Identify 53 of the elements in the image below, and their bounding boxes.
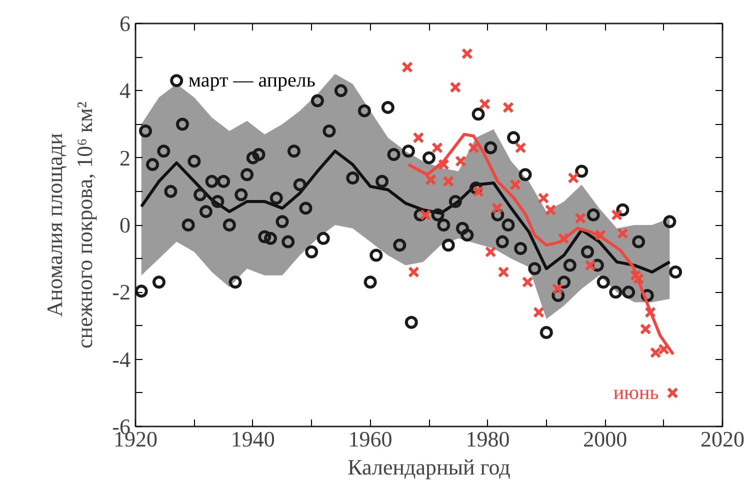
- point: [442, 176, 454, 188]
- x-tick-label: 1980: [466, 426, 510, 452]
- x-tick-label: 1940: [230, 426, 275, 452]
- line-series: [406, 132, 675, 356]
- x-tick-label: 1960: [348, 426, 392, 452]
- point: [574, 212, 586, 224]
- point: [468, 142, 480, 154]
- point: [568, 172, 580, 184]
- point: [533, 306, 545, 318]
- line-series: [140, 150, 672, 274]
- point: [644, 306, 656, 318]
- point: [461, 48, 473, 60]
- point: [640, 323, 652, 335]
- series-label: март — апрель: [188, 70, 316, 92]
- point: [425, 174, 437, 186]
- point: [632, 272, 644, 284]
- point: [502, 102, 514, 114]
- point: [594, 229, 606, 241]
- point: [491, 202, 503, 214]
- point: [479, 98, 491, 110]
- point: [472, 186, 484, 198]
- x-tick-label: 2020: [700, 426, 744, 452]
- point: [611, 209, 623, 221]
- point: [431, 142, 443, 154]
- point: [544, 204, 556, 216]
- point: [454, 155, 466, 167]
- point: [514, 142, 526, 154]
- y-tick-label: 6: [120, 11, 130, 36]
- point: [584, 260, 596, 272]
- point: [450, 82, 462, 94]
- y-tick-label: 2: [120, 145, 130, 170]
- point: [510, 178, 522, 190]
- series-label: июнь: [613, 382, 659, 404]
- point: [408, 266, 420, 278]
- point: [412, 132, 424, 144]
- point: [438, 158, 450, 170]
- x-axis-title: Календарный год: [348, 454, 510, 480]
- point: [420, 209, 432, 221]
- y-tick-label: 4: [120, 78, 130, 104]
- point: [402, 61, 414, 73]
- y-tick-label: -2: [112, 280, 130, 305]
- point: [538, 192, 550, 204]
- y-axis-title: Аномалия площади снежного покрова, 10⁶ км²: [42, 101, 98, 348]
- point: [522, 276, 534, 288]
- point: [558, 232, 570, 244]
- point: [552, 283, 564, 295]
- point: [630, 270, 642, 282]
- point: [498, 266, 510, 278]
- x-tick-label: 2000: [583, 426, 628, 452]
- y-tick-label: -4: [112, 346, 130, 372]
- y-tick-label: 0: [120, 212, 130, 238]
- point: [484, 246, 496, 258]
- point: [616, 228, 628, 240]
